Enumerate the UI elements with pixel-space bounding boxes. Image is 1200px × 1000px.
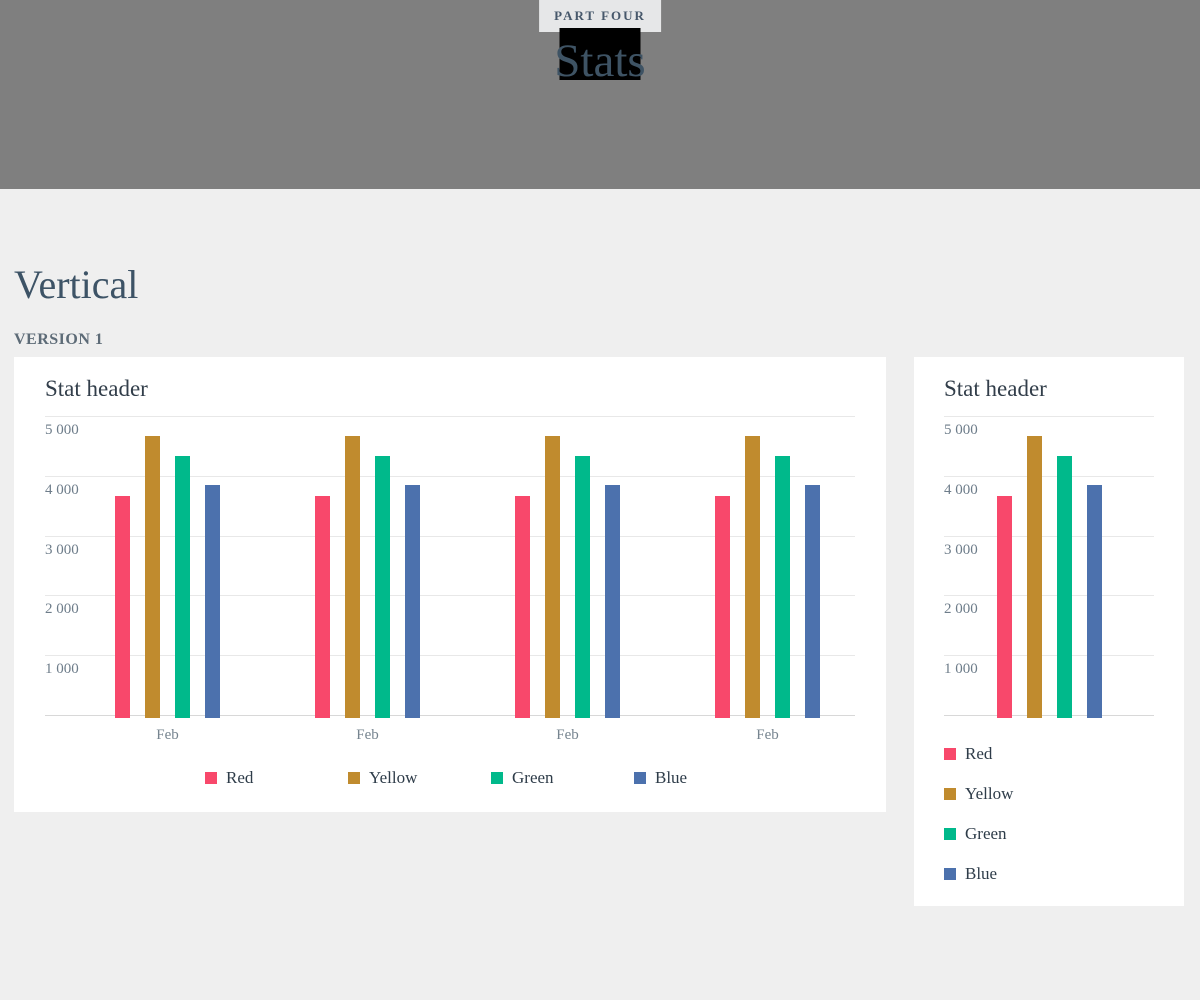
legend-swatch-yellow xyxy=(348,772,360,784)
y-axis-label: 4 000 xyxy=(944,482,978,498)
stat-card-title: Stat header xyxy=(944,376,1047,401)
chart-legend-horizontal: Red Yellow Green Blue xyxy=(205,768,855,787)
grid-line xyxy=(944,416,1154,417)
legend-item-yellow: Yellow xyxy=(944,784,1154,803)
bar-chart-grouped: 5 000 4 000 3 000 2 000 1 000 Feb Feb Feb Feb xyxy=(45,416,855,745)
legend-item-yellow: Yellow xyxy=(348,768,491,787)
legend-label: Blue xyxy=(965,864,998,883)
stat-card-grouped: Stat header 5 000 4 000 3 000 2 000 1 000 Feb… xyxy=(14,357,886,812)
bar-green xyxy=(1057,456,1072,718)
legend-item-green: Green xyxy=(491,768,634,787)
legend-swatch-red xyxy=(944,748,956,760)
section-title: Vertical xyxy=(14,262,139,307)
cards-row: Stat header 5 000 4 000 3 000 2 000 1 000 Feb… xyxy=(14,357,1186,906)
legend-label: Blue xyxy=(655,768,688,787)
legend-label: Yellow xyxy=(965,784,1014,803)
version-label: VERSION 1 xyxy=(14,331,104,348)
x-axis-label: Feb xyxy=(556,727,579,743)
part-label-badge: PART FOUR xyxy=(539,0,661,32)
bar-blue xyxy=(1087,485,1102,718)
grid-line xyxy=(45,476,855,477)
bar-blue xyxy=(605,485,620,718)
bar-red xyxy=(515,496,530,718)
legend-label: Yellow xyxy=(369,768,418,787)
bar-red xyxy=(115,496,130,718)
bar-red xyxy=(715,496,730,718)
y-axis-label: 3 000 xyxy=(944,542,978,558)
bar-blue xyxy=(405,485,420,718)
bar-green xyxy=(175,456,190,718)
legend-swatch-red xyxy=(205,772,217,784)
page-title: Stats xyxy=(554,35,646,87)
bar-green xyxy=(575,456,590,718)
legend-item-blue: Blue xyxy=(634,768,777,787)
legend-label: Green xyxy=(965,824,1007,843)
bar-yellow xyxy=(345,436,360,718)
bar-blue xyxy=(205,485,220,718)
bar-green xyxy=(375,456,390,718)
grid-line xyxy=(944,476,1154,477)
bar-red xyxy=(315,496,330,718)
legend-item-red: Red xyxy=(205,768,348,787)
y-axis-label: 1 000 xyxy=(944,661,978,677)
legend-swatch-yellow xyxy=(944,788,956,800)
y-axis-label: 5 000 xyxy=(45,422,79,438)
legend-swatch-blue xyxy=(944,868,956,880)
legend-label: Red xyxy=(965,744,993,763)
bar-red xyxy=(997,496,1012,718)
bar-yellow xyxy=(545,436,560,718)
bar-chart-single: 5 000 4 000 3 000 2 000 1 000 xyxy=(944,416,1154,718)
x-axis-line xyxy=(944,715,1154,716)
stat-card-title: Stat header xyxy=(45,376,148,401)
legend-label: Red xyxy=(226,768,254,787)
grid-line xyxy=(45,416,855,417)
grid-line xyxy=(45,536,855,537)
bar-blue xyxy=(805,485,820,718)
y-axis-label: 2 000 xyxy=(45,601,79,617)
x-axis-label: Feb xyxy=(356,727,379,743)
legend-swatch-blue xyxy=(634,772,646,784)
x-axis-label: Feb xyxy=(156,727,179,743)
grid-line xyxy=(944,655,1154,656)
grid-line xyxy=(944,595,1154,596)
grid-line xyxy=(45,595,855,596)
content-area: Vertical VERSION 1 Stat header 5 000 4 00… xyxy=(0,265,1200,906)
legend-swatch-green xyxy=(491,772,503,784)
y-axis-label: 5 000 xyxy=(944,422,978,438)
header-black-box xyxy=(559,28,641,80)
y-axis-label: 4 000 xyxy=(45,482,79,498)
bar-yellow xyxy=(745,436,760,718)
stat-card-single: Stat header 5 000 4 000 3 000 2 000 1 000 Re… xyxy=(914,357,1184,906)
chart-legend-vertical: Red Yellow Green Blue xyxy=(944,744,1154,883)
x-axis-line xyxy=(45,715,855,716)
x-axis-label: Feb xyxy=(756,727,779,743)
bar-yellow xyxy=(1027,436,1042,718)
grid-line xyxy=(944,536,1154,537)
page-header: PART FOUR Stats xyxy=(0,0,1200,189)
page: PART FOUR Stats Vertical VERSION 1 Stat … xyxy=(0,0,1200,906)
y-axis-label: 3 000 xyxy=(45,542,79,558)
grid-line xyxy=(45,655,855,656)
y-axis-label: 1 000 xyxy=(45,661,79,677)
y-axis-label: 2 000 xyxy=(944,601,978,617)
bar-green xyxy=(775,456,790,718)
legend-item-red: Red xyxy=(944,744,1154,763)
legend-item-green: Green xyxy=(944,824,1154,843)
bar-yellow xyxy=(145,436,160,718)
legend-label: Green xyxy=(512,768,554,787)
legend-item-blue: Blue xyxy=(944,864,1154,883)
legend-swatch-green xyxy=(944,828,956,840)
